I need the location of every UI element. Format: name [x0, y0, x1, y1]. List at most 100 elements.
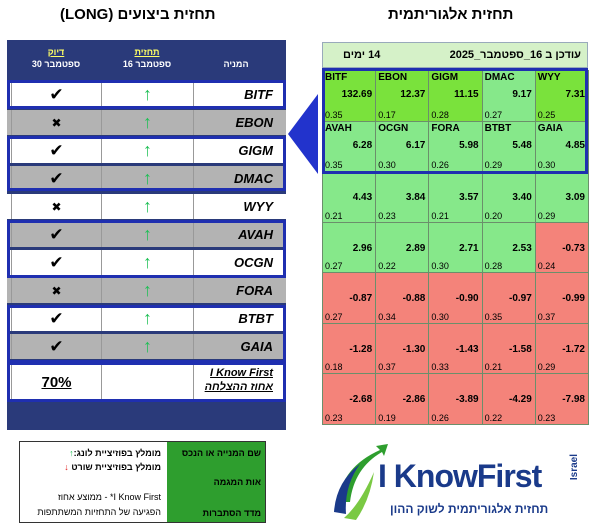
cell-signal: 6.28	[352, 139, 373, 151]
cell-predictability: 0.26	[431, 160, 449, 170]
cell-signal: 11.15	[454, 89, 479, 100]
heatmap-cell: -1.43 0.33	[428, 322, 483, 374]
header-accuracy: דיוק 30 ספטמבר	[31, 47, 81, 69]
stock-ticker: WYY	[193, 194, 279, 219]
forecast-cell: ↑	[101, 138, 193, 163]
cell-predictability: 0.23	[378, 210, 396, 221]
result-cell: ✔	[11, 306, 101, 331]
cell-signal: 6.17	[405, 139, 426, 151]
heatmap-cell: DMAC 9.17 0.27	[481, 70, 536, 122]
check-icon: ✔	[49, 252, 64, 272]
cell-signal: -4.29	[508, 394, 532, 405]
cell-predictability: 0.21	[325, 210, 343, 221]
cell-symbol: OCGN	[378, 122, 409, 134]
cell-signal: -0.73	[562, 242, 585, 254]
cross-icon: ✖	[51, 283, 62, 298]
cell-predictability: 0.23	[537, 412, 556, 423]
table-row: GIGM ↑ ✔	[7, 138, 286, 163]
cell-signal: 2.71	[459, 242, 479, 254]
forecast-cell: ↑	[101, 278, 193, 303]
stock-ticker: EBON	[193, 110, 279, 135]
stock-ticker: GAIA	[193, 334, 279, 359]
cell-symbol: BITF	[325, 72, 348, 83]
result-cell: ✔	[11, 250, 101, 275]
result-cell: ✔	[11, 166, 101, 191]
cell-predictability: 0.29	[537, 210, 556, 221]
heatmap-cell: -0.88 0.34	[375, 272, 430, 324]
summary-label: I Know First אחוז ההצלחה	[193, 364, 279, 400]
cell-signal: 9.17	[512, 89, 532, 100]
heatmap-cell: -1.72 0.29	[534, 322, 589, 374]
heatmap-cell: 2.71 0.30	[428, 221, 483, 273]
result-cell: ✔	[11, 82, 101, 107]
heatmap-cell: 3.84 0.23	[375, 171, 430, 223]
cell-signal: 5.98	[459, 139, 479, 151]
forecast-cell: ↑	[101, 222, 193, 247]
result-cell: ✔	[11, 334, 101, 359]
check-icon: ✔	[49, 140, 64, 160]
table-row: AVAH ↑ ✔	[7, 222, 286, 247]
summary-empty-cell	[101, 364, 193, 400]
arrow-up-icon: ↑	[143, 168, 152, 188]
heatmap-cell: -0.87 0.27	[322, 272, 377, 324]
cell-predictability: 0.22	[378, 261, 396, 271]
forecast-cell: ↑	[101, 110, 193, 135]
cell-signal: 2.96	[352, 242, 373, 254]
cell-signal: -0.87	[349, 293, 373, 304]
cell-signal: -0.99	[562, 293, 585, 304]
heatmap-cell: -3.89 0.26	[428, 373, 483, 425]
heatmap-cell: OCGN 6.17 0.30	[375, 120, 430, 172]
stock-ticker: GIGM	[193, 138, 279, 163]
heatmap-cell: -0.90 0.30	[428, 272, 483, 324]
table-row: FORA ↑ ✖	[7, 278, 286, 303]
header-stock: המניה	[223, 59, 249, 69]
cell-signal: 2.89	[405, 242, 426, 254]
cell-signal: -7.98	[562, 394, 585, 405]
cell-signal: -1.72	[562, 343, 585, 355]
cell-signal: 3.57	[459, 192, 479, 203]
cell-symbol: GAIA	[537, 122, 563, 134]
header-forecast: תחזית 16 ספטמבר	[122, 47, 172, 69]
cell-predictability: 0.33	[431, 362, 449, 372]
stock-ticker: DMAC	[193, 166, 279, 191]
check-icon: ✔	[49, 336, 64, 356]
stock-ticker: BTBT	[193, 306, 279, 331]
cell-signal: -1.30	[402, 343, 426, 355]
forecast-heatmap: עודכן ב 16_ספטמבר_2025 14 ימים WYY 7.31 0.…	[322, 42, 589, 430]
cell-signal: 5.48	[512, 139, 532, 151]
cell-predictability: 0.27	[325, 261, 343, 271]
table-row: EBON ↑ ✖	[7, 110, 286, 135]
check-icon: ✔	[49, 168, 64, 188]
cell-predictability: 0.35	[325, 160, 343, 170]
cell-predictability: 0.18	[325, 362, 343, 372]
logo-country: Israel	[569, 454, 580, 481]
heatmap-cell: FORA 5.98 0.26	[428, 120, 483, 172]
updated-date: עודכן ב 16_ספטמבר_2025	[449, 49, 581, 61]
cell-predictability: 0.28	[431, 109, 449, 120]
cell-signal: -0.90	[455, 293, 479, 304]
heatmap-cell: -4.29 0.22	[481, 373, 536, 425]
cell-signal: -0.88	[402, 293, 426, 304]
algorithmic-forecast-title: תחזית אלגוריתמית	[388, 6, 514, 23]
cell-signal: -3.89	[455, 394, 479, 405]
heatmap-header: עודכן ב 16_ספטמבר_2025 14 ימים	[322, 42, 588, 68]
forecast-cell: ↑	[101, 306, 193, 331]
check-icon: ✔	[49, 84, 64, 104]
heatmap-cell: BTBT 5.48 0.29	[481, 120, 536, 172]
cell-predictability: 0.35	[325, 109, 343, 120]
table-row: GAIA ↑ ✔	[7, 334, 286, 359]
heatmap-cell: -0.97 0.35	[481, 272, 536, 324]
heatmap-cell: 4.43 0.21	[322, 171, 377, 223]
forecast-horizon: 14 ימים	[343, 49, 381, 61]
cell-signal: -0.97	[508, 293, 532, 304]
cell-predictability: 0.17	[378, 109, 396, 120]
legend-long: מומלץ בפוזיציית לונג:↑	[69, 448, 161, 458]
heatmap-cell: 2.53 0.28	[481, 221, 536, 273]
result-cell: ✖	[11, 194, 101, 219]
cell-predictability: 0.37	[378, 362, 396, 372]
legend-probability: מדד הסתברות	[202, 508, 261, 518]
cell-signal: 12.37	[400, 89, 426, 100]
cell-signal: 3.84	[405, 192, 426, 203]
cell-symbol: EBON	[378, 72, 408, 83]
cell-signal: 7.31	[565, 89, 585, 100]
